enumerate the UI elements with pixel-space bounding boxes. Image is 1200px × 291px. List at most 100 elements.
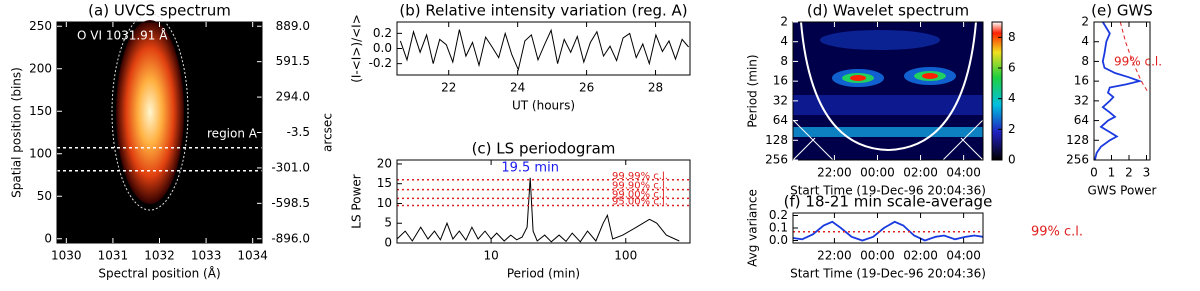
chart-title: (b) Relative intensity variation (reg. A… <box>399 2 687 20</box>
x-tick-label: 3 <box>1143 166 1151 180</box>
y-tick-label: -0.2 <box>369 56 392 70</box>
y2-axis-label: arcsec <box>321 113 335 152</box>
y-tick-label: 0.2 <box>769 208 788 222</box>
series-label: 99% c.l. <box>1114 55 1162 69</box>
x-axis-label: UT (hours) <box>512 99 575 113</box>
x-axis-label: Spectral position (Å) <box>98 266 220 281</box>
plot-frame <box>792 21 984 161</box>
x-tick-label: 22 <box>441 81 456 95</box>
chart-title: (d) Wavelet spectrum <box>807 2 969 20</box>
x-tick-label: 26 <box>579 81 594 95</box>
y-axis-label: Avg variance <box>746 189 760 267</box>
y-tick-label: 0.0 <box>769 233 788 247</box>
chart-title: (e) GWS <box>1091 2 1153 20</box>
y-tick-label: 200 <box>29 61 52 75</box>
spectrum-image <box>57 13 262 243</box>
y-tick-label: 16 <box>773 74 788 88</box>
y-tick-label: 100 <box>29 146 52 160</box>
series-line <box>1094 21 1143 161</box>
plot-frame <box>396 21 691 76</box>
annotation: 19.5 min <box>501 160 559 175</box>
y2-tick-label: -3.5 <box>287 125 310 139</box>
colorbar-tick-label: 0 <box>1008 153 1016 167</box>
colorbar-tick-label: 6 <box>1008 61 1016 75</box>
y-tick-label: 4 <box>780 34 788 48</box>
y-tick-label: 2 <box>780 15 788 29</box>
plot-frame <box>396 159 691 244</box>
threshold-label: 99.00% c.l. <box>612 189 668 200</box>
x-tick-label: 00:00 <box>860 249 895 263</box>
x-axis-label: Period (min) <box>507 267 580 281</box>
y2-tick-label: 294.0 <box>276 90 310 104</box>
y-axis-label: Spatial position (bins) <box>10 67 24 198</box>
y-tick-label: 256 <box>1066 153 1089 167</box>
chart-title: (a) UVCS spectrum <box>88 2 231 20</box>
x-tick-label: 1033 <box>191 249 222 263</box>
y-tick-label: 16 <box>1074 74 1089 88</box>
x-tick-label: 1 <box>1108 166 1116 180</box>
x-axis-label: Start Time (19-Dec-96 20:04:36) <box>790 184 986 198</box>
y-tick-label: 4 <box>1081 34 1089 48</box>
y-tick-label: 8 <box>780 54 788 68</box>
y-tick-label: 8 <box>1081 54 1089 68</box>
y2-tick-label: -301.0 <box>271 160 310 174</box>
colorbar-tick-label: 2 <box>1008 122 1016 136</box>
chart-title: (c) LS periodogram <box>472 140 616 158</box>
x-tick-label: 1030 <box>51 249 82 263</box>
x-tick-label: 1034 <box>237 249 268 263</box>
annotation: O VI 1031.91 Å <box>77 28 168 43</box>
threshold-label: 99.99% c.l. <box>612 171 668 182</box>
y-tick-label: 0 <box>44 231 52 245</box>
colorbar-tick-label: 8 <box>1008 30 1016 44</box>
x-tick-label: 100 <box>614 249 637 263</box>
series-line <box>396 177 680 243</box>
y-tick-label: 128 <box>765 133 788 147</box>
y-axis-label: (I-<I>)/<I> <box>350 14 364 83</box>
y-tick-label: 5 <box>384 216 392 230</box>
x-tick-label: 22:00 <box>817 166 852 180</box>
series-line <box>792 220 984 242</box>
y-tick-label: 2 <box>1081 15 1089 29</box>
chart-title: (f) 18-21 min scale-average <box>784 193 993 211</box>
y2-tick-label: -896.0 <box>271 231 310 245</box>
x-tick-label: 2 <box>1125 166 1133 180</box>
y-axis-label: Period (min) <box>746 54 760 127</box>
colorbar-tick-label: 4 <box>1008 91 1016 105</box>
threshold-label: 95.00% c.l. <box>612 196 668 207</box>
y-tick-label: 10 <box>377 196 392 210</box>
x-tick-label: 22:00 <box>817 249 852 263</box>
y-tick-label: 0.2 <box>373 26 392 40</box>
x-tick-label: 02:00 <box>903 166 938 180</box>
y-tick-label: 0.0 <box>373 41 392 55</box>
y-tick-label: 0.1 <box>769 221 788 235</box>
y-tick-label: 20 <box>377 156 392 170</box>
x-axis-label: Start Time (19-Dec-96 20:04:36) <box>790 267 986 281</box>
y-tick-label: 250 <box>29 19 52 33</box>
x-tick-label: 02:00 <box>903 249 938 263</box>
wavelet-image <box>792 21 1003 161</box>
y-tick-label: 150 <box>29 104 52 118</box>
y2-tick-label: -598.5 <box>271 196 310 210</box>
x-tick-label: 10 <box>483 249 498 263</box>
y-tick-label: 32 <box>773 93 788 107</box>
y-tick-label: 50 <box>37 189 52 203</box>
y2-tick-label: 591.5 <box>276 54 310 68</box>
y-tick-label: 15 <box>377 176 392 190</box>
x-tick-label: 1031 <box>98 249 129 263</box>
y-tick-label: 32 <box>1074 93 1089 107</box>
y-tick-label: 64 <box>1074 113 1089 127</box>
x-tick-label: 1032 <box>144 249 175 263</box>
x-tick-label: 24 <box>510 81 525 95</box>
y-tick-label: 0 <box>384 236 392 250</box>
x-tick-label: 28 <box>648 81 663 95</box>
threshold-label: 99% c.l. <box>1031 224 1083 239</box>
annotation: region A <box>207 126 258 140</box>
y-axis-label: LS Power <box>350 174 364 228</box>
x-tick-label: 00:00 <box>860 166 895 180</box>
x-tick-label: 04:00 <box>946 166 981 180</box>
threshold-label: 99.90% c.l. <box>612 181 668 192</box>
x-tick-label: 04:00 <box>946 249 981 263</box>
plot-frame <box>1093 21 1151 161</box>
x-axis-label: GWS Power <box>1088 184 1157 198</box>
